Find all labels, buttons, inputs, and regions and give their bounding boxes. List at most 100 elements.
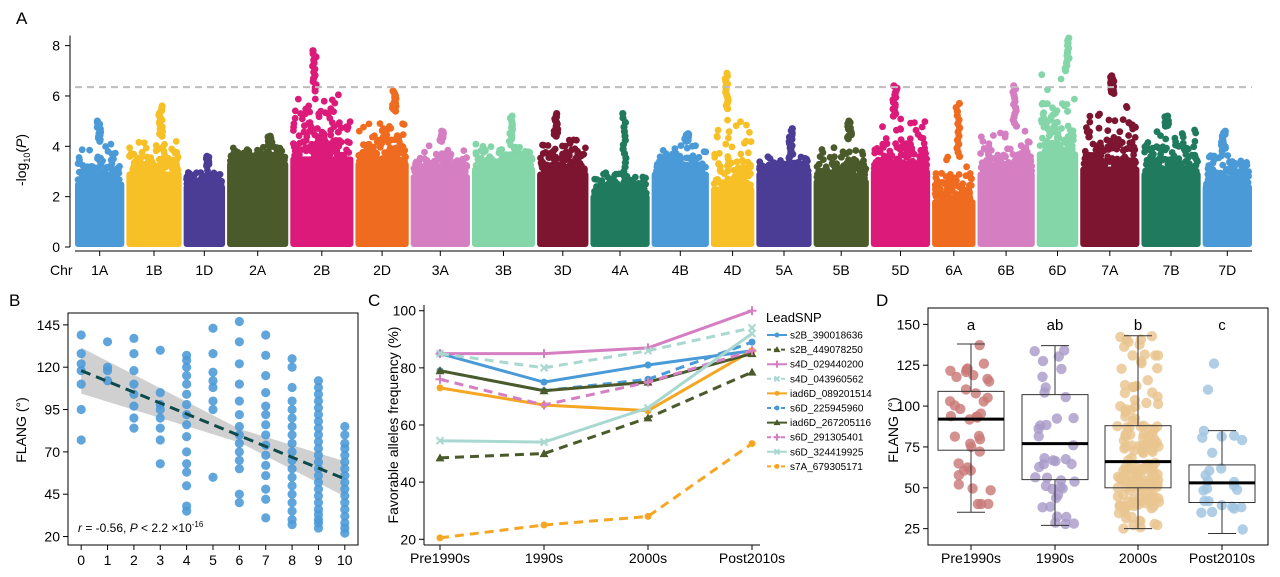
scatter-point [313,443,324,454]
chromosome-6A-base [932,199,976,247]
snp-point [664,166,672,174]
snp-point [460,147,468,155]
snp-point [234,155,242,163]
scatter-point [313,376,324,386]
scatter-point [313,389,324,399]
snp-point [661,153,669,161]
legend-entry: iad6D_267205116 [767,418,871,429]
jitter-point [1115,331,1126,343]
snp-point [373,151,380,158]
snp-point [746,129,753,136]
snp-point [335,91,342,99]
chromosome-label: 6D [1049,262,1067,278]
snp-point [229,144,237,152]
snp-point [344,123,352,131]
snp-point [741,139,748,147]
jitter-point [949,431,961,442]
scatter-point [102,365,113,376]
snp-point [314,125,321,132]
chromosome-4B-base [651,171,709,247]
snp-point [1116,157,1123,165]
snp-point [1039,110,1047,118]
scatter-point [234,316,244,327]
chromosome-6B-base [977,171,1035,247]
chromosome-label: 5D [892,262,910,278]
snp-point [714,126,722,134]
snp-point [757,165,765,173]
snp-point [896,125,904,132]
jitter-point [974,340,985,351]
snp-point [332,137,340,144]
series-line [439,442,753,540]
snp-point [1125,132,1132,139]
scatter-point [234,359,244,369]
snp-point [1209,178,1217,185]
snp-point [359,150,366,158]
scatter-point [287,481,297,491]
snp-point [733,158,741,166]
jitter-point [1128,519,1139,531]
snp-point [692,160,700,167]
snp-point [86,146,93,154]
snp-peak-point [309,47,317,55]
jitter-point [1037,355,1049,367]
snp-point [295,148,303,155]
series-marker [774,463,780,469]
jitter-point [1029,346,1040,357]
scatter-point [287,354,297,364]
snp-point [993,160,1000,167]
snp-point [849,160,857,168]
scatter-point [182,362,192,372]
series-marker [774,405,780,411]
scatter-point [340,498,350,508]
scatter-point [182,506,192,516]
snp-point [173,149,181,156]
snp-point [965,187,973,195]
snp-point [503,159,511,167]
snp-point [343,146,350,154]
snp-point [425,142,433,150]
snp-point [479,142,487,150]
snp-point [829,161,837,169]
chromosome-label: 4D [724,262,742,278]
snp-point [942,173,950,181]
snp-point [152,142,160,149]
chromosome-1A-points [74,117,125,247]
snp-point [724,155,732,163]
snp-point [187,180,195,188]
scatter-point [234,455,244,465]
snp-point [149,163,157,171]
snp-point [968,175,975,183]
snp-point [567,167,575,174]
jitter-point [1137,446,1148,457]
snp-point [763,166,771,174]
snp-point [725,163,732,171]
snp-point [1081,147,1089,155]
series-marker [644,361,652,369]
snp-point [917,155,925,163]
scatter-point [261,401,271,411]
jitter-point [1033,431,1044,442]
chromosome-7B-points [1141,112,1201,247]
scatter-point [313,423,324,433]
snp-point [1041,100,1049,108]
snp-point [700,148,708,156]
series-line [439,332,753,444]
scatter-point [287,382,297,393]
snp-point [155,156,163,163]
chromosome-6D-points [1036,34,1079,247]
snp-point [242,148,250,156]
y-tick-label: 150 [897,316,921,332]
jitter-point [1060,391,1071,403]
snp-point [914,131,922,138]
snp-point [672,160,680,167]
snp-point [979,138,987,145]
series-marker [435,436,445,445]
snp-point [738,156,746,164]
snp-point [421,155,429,163]
snp-point [331,99,339,107]
snp-point [1104,153,1112,161]
jitter-point [1117,473,1128,484]
snp-point [879,123,886,131]
scatter-y-ticks: 20 45 70 95 120 145 [37,317,68,545]
